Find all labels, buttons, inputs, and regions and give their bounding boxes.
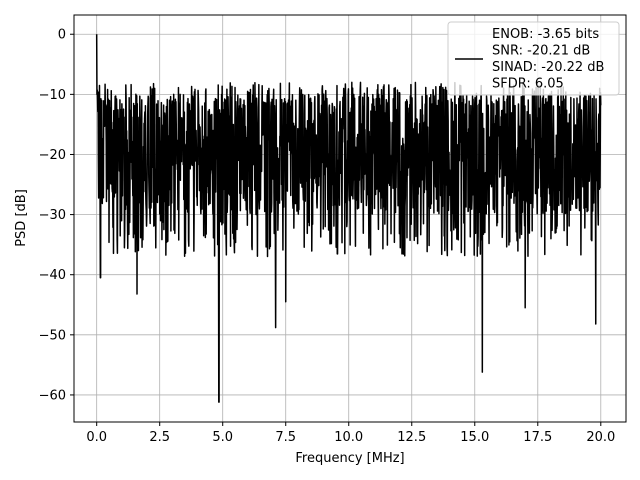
x-tick-label: 20.0: [586, 430, 615, 445]
x-tick-label: 15.0: [460, 430, 489, 445]
y-tick-label: −30: [39, 208, 66, 223]
y-tick-label: −20: [39, 148, 66, 163]
legend-label-line: SNR: -20.21 dB: [492, 44, 590, 59]
y-tick-label: −60: [39, 388, 66, 403]
axes-frame: [73, 14, 627, 423]
legend-label-line: ENOB: -3.65 bits: [492, 27, 599, 42]
y-tick-label: −40: [39, 268, 66, 283]
legend-box: [447, 21, 620, 96]
plot-area: [95, 34, 602, 403]
x-tick-label: 5.0: [212, 430, 233, 445]
series-line: [95, 34, 602, 403]
y-tick-label: −50: [39, 328, 66, 343]
x-axis-label: Frequency [MHz]: [295, 451, 404, 466]
legend-label-line: SINAD: -20.22 dB: [492, 60, 604, 75]
legend-label-line: SFDR: 6.05: [492, 77, 564, 92]
x-tick-label: 0.0: [86, 430, 107, 445]
x-tick-label: 10.0: [334, 430, 363, 445]
y-axis-label: PSD [dB]: [14, 189, 29, 247]
y-tick-label: −10: [39, 88, 66, 103]
x-tick-label: 12.5: [397, 430, 426, 445]
legend: ENOB: -3.65 bits SNR: -20.21 dB SINAD: -20…: [447, 21, 620, 96]
x-tick-label: 2.5: [149, 430, 170, 445]
x-tick-label: 17.5: [523, 430, 552, 445]
y-tick-label: 0: [58, 28, 66, 43]
x-tick-label: 7.5: [275, 430, 296, 445]
legend-label: ENOB: -3.65 bits SNR: -20.21 dB SINAD: -20…: [492, 27, 604, 92]
x-axis-ticks: 0.0 2.5 5.0 7.5 10.0 12.5 15.0 17.5 20.0: [86, 422, 615, 445]
y-axis-ticks: 0 −10 −20 −30 −40 −50 −60: [39, 28, 74, 403]
